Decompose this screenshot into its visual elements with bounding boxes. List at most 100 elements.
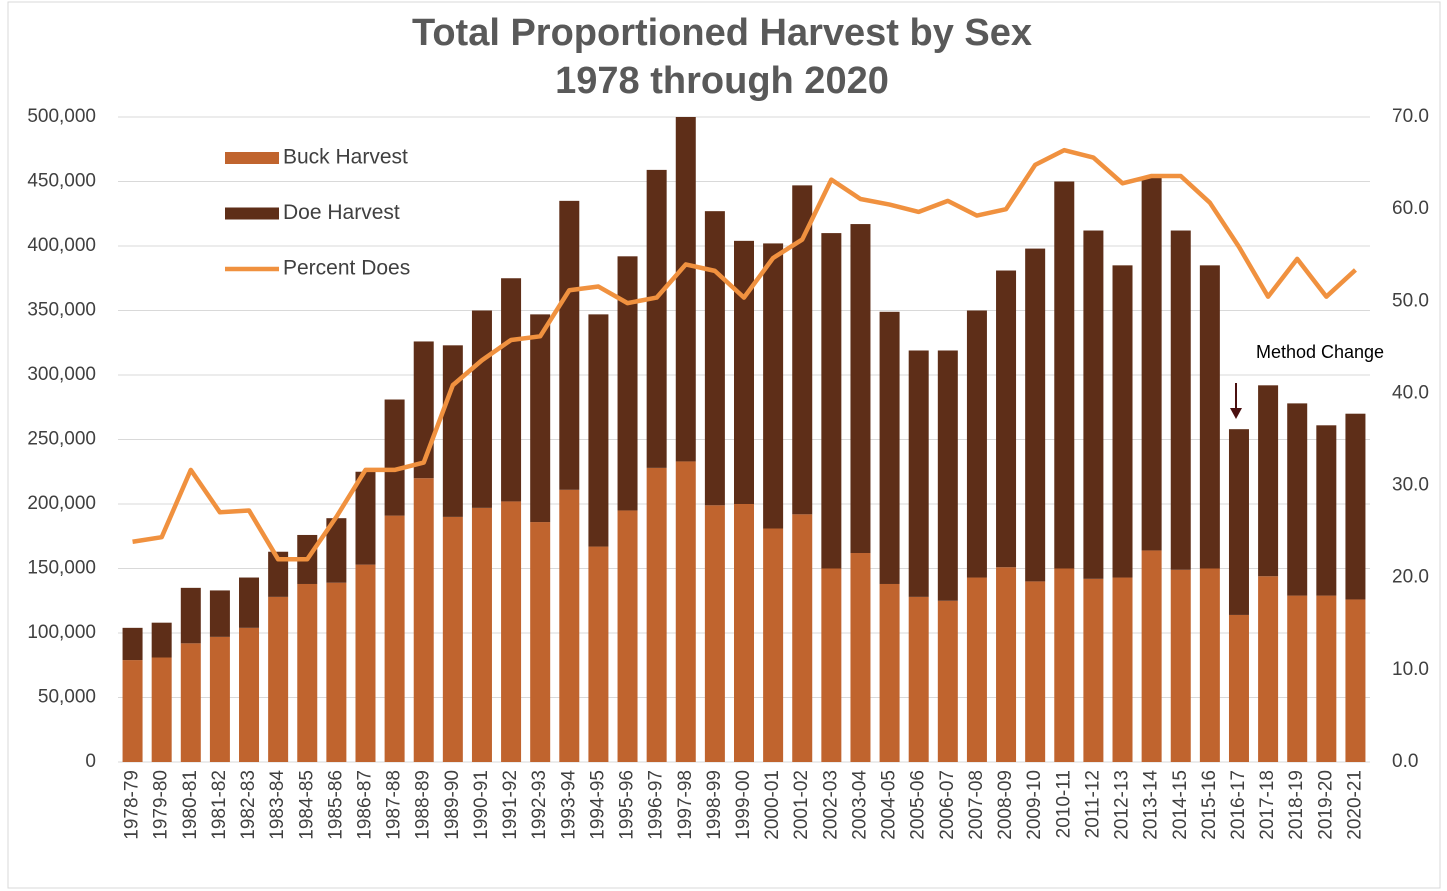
x-tick-label: 1982-83 — [238, 770, 259, 840]
x-tick-label: 2010-11 — [1053, 770, 1074, 838]
bar-segment — [996, 270, 1017, 568]
bar-segment — [530, 522, 551, 762]
x-tick-label: 2020-21 — [1344, 770, 1365, 840]
y2-tick-label: 20.0 — [1392, 567, 1429, 588]
bar-segment — [239, 577, 260, 628]
bar-segment — [879, 583, 900, 762]
x-tick-label: 1988-89 — [413, 770, 434, 840]
bar-segment — [1345, 413, 1366, 600]
x-tick-label: 1979-80 — [151, 770, 172, 840]
bar-segment — [966, 577, 987, 762]
bar-segment — [763, 243, 784, 529]
bar-segment — [268, 551, 289, 597]
bar-segment — [792, 514, 813, 762]
y-tick-label: 250,000 — [27, 429, 96, 450]
bar-segment — [617, 256, 638, 511]
legend-label: Percent Does — [283, 257, 410, 280]
bar-segment — [1141, 550, 1162, 762]
bar-segment — [471, 310, 492, 508]
bar-segment — [734, 240, 754, 504]
y-tick-label: 50,000 — [38, 687, 96, 708]
x-tick-label: 2006-07 — [937, 770, 958, 840]
bar-segment — [209, 590, 230, 637]
bar-segment — [763, 528, 784, 762]
bar-segment — [821, 568, 842, 762]
bar-segment — [297, 583, 318, 762]
bar-segment — [1083, 578, 1104, 762]
x-tick-label: 2007-08 — [966, 770, 987, 840]
bar-segment — [239, 627, 260, 762]
bar-segment — [996, 567, 1017, 762]
bar-segment — [704, 211, 725, 506]
y2-tick-label: 60.0 — [1392, 198, 1429, 219]
bar-segment — [1258, 385, 1279, 577]
x-tick-label: 2018-19 — [1286, 770, 1307, 840]
bar-segment — [1170, 569, 1191, 762]
x-tick-label: 1992-93 — [529, 770, 550, 840]
bar-segment — [850, 553, 871, 762]
bar-segment — [1228, 614, 1249, 762]
x-tick-label: 1994-95 — [587, 770, 608, 840]
bar-segment — [122, 660, 143, 762]
legend-label: Doe Harvest — [283, 201, 400, 224]
bar-segment — [588, 546, 609, 762]
bar-segment — [530, 314, 551, 523]
y-tick-label: 0 — [85, 751, 96, 772]
bar-segment — [1141, 177, 1162, 551]
y-tick-label: 400,000 — [27, 235, 96, 256]
x-tick-label: 2019-20 — [1315, 770, 1336, 840]
y2-tick-label: 70.0 — [1392, 106, 1429, 127]
y2-tick-label: 0.0 — [1392, 751, 1418, 772]
bar-segment — [734, 504, 754, 762]
x-tick-label: 1978-79 — [122, 770, 143, 840]
bar-segment — [151, 622, 172, 658]
x-tick-label: 1991-92 — [500, 770, 521, 840]
x-tick-label: 1995-96 — [617, 770, 638, 840]
bar-segment — [122, 627, 143, 661]
x-tick-label: 2015-16 — [1199, 770, 1220, 840]
bar-segment — [384, 515, 405, 762]
chart-title: Total Proportioned Harvest by Sex — [412, 12, 1032, 54]
bar-segment — [326, 518, 347, 583]
x-tick-label: 2012-13 — [1112, 770, 1133, 840]
bar-segment — [1228, 429, 1249, 615]
bar-segment — [1025, 248, 1046, 582]
bar-segment — [209, 636, 230, 762]
annotation-arrowhead — [1230, 408, 1242, 419]
line-series — [132, 147, 1357, 562]
bar-segment — [1316, 595, 1337, 762]
x-tick-label: 2009-10 — [1024, 770, 1045, 840]
x-tick-label: 1985-86 — [325, 770, 346, 840]
bar-segment — [1083, 230, 1104, 579]
bar-segment — [384, 399, 405, 516]
x-tick-label: 1987-88 — [384, 770, 405, 840]
bar-segment — [355, 471, 376, 565]
x-tick-label: 2001-02 — [791, 770, 812, 840]
bar-segment — [501, 501, 522, 762]
x-tick-label: 2014-15 — [1170, 770, 1191, 840]
y-tick-label: 450,000 — [27, 171, 96, 192]
bar-segment — [559, 200, 580, 490]
x-tick-label: 2004-05 — [879, 770, 900, 840]
x-tick-label: 1997-98 — [675, 770, 696, 840]
bar-segment — [704, 505, 725, 762]
bar-segment — [1170, 230, 1191, 570]
bar-segment — [180, 587, 201, 644]
x-tick-label: 2003-04 — [849, 770, 870, 840]
bar-segment — [1287, 403, 1308, 596]
bar-segment — [850, 224, 871, 554]
x-tick-label: 1996-97 — [646, 770, 667, 840]
bar-segment — [675, 117, 696, 462]
bar-segment — [1025, 581, 1046, 762]
bar-segment — [792, 185, 813, 515]
bar-segment — [559, 489, 580, 762]
bar-segment — [1054, 181, 1075, 569]
bar-segment — [180, 643, 201, 762]
bar-segment — [442, 345, 463, 517]
bar-segment — [821, 233, 842, 569]
bar-segment — [326, 582, 347, 762]
bar-segment — [1199, 265, 1220, 569]
bar-segment — [1287, 595, 1308, 762]
legend-swatch — [225, 152, 279, 164]
bar-segment — [937, 600, 958, 762]
